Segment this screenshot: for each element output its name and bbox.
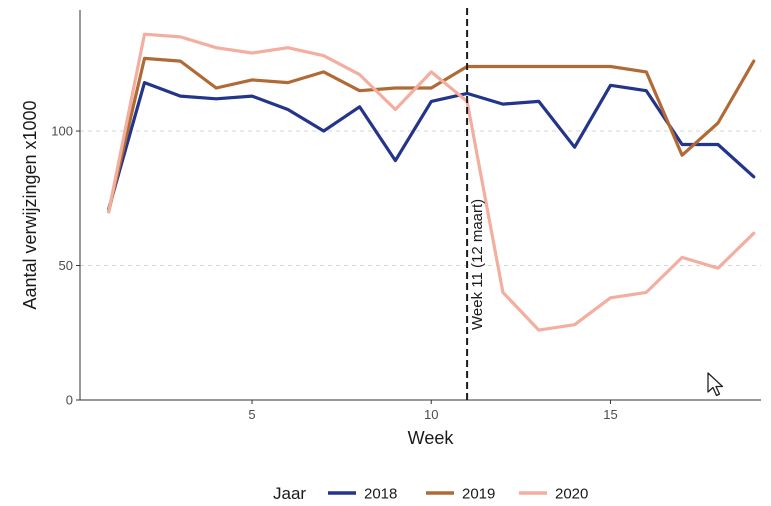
legend-label-2018: 2018 bbox=[364, 486, 397, 503]
x-tick-label-15: 15 bbox=[603, 407, 617, 422]
y-tick-label-0: 0 bbox=[66, 393, 73, 408]
legend-title: Jaar bbox=[273, 484, 306, 503]
y-axis-title: Aantal verwijzingen x1000 bbox=[20, 100, 40, 309]
x-tick-label-10: 10 bbox=[424, 407, 438, 422]
y-tick-label-50: 50 bbox=[59, 258, 73, 273]
x-tick-label-5: 5 bbox=[248, 407, 255, 422]
series-line-2018 bbox=[107, 81, 756, 211]
legend-label-2020: 2020 bbox=[555, 486, 588, 503]
y-tick-label-100: 100 bbox=[51, 124, 73, 139]
legend-label-2019: 2019 bbox=[462, 486, 495, 503]
series-line-2019 bbox=[107, 56, 756, 214]
mouse-pointer-icon bbox=[707, 372, 724, 397]
reference-vline-label: Week 11 (12 maart) bbox=[469, 199, 486, 330]
series-line-2020 bbox=[107, 32, 756, 332]
x-axis-title: Week bbox=[408, 428, 455, 448]
